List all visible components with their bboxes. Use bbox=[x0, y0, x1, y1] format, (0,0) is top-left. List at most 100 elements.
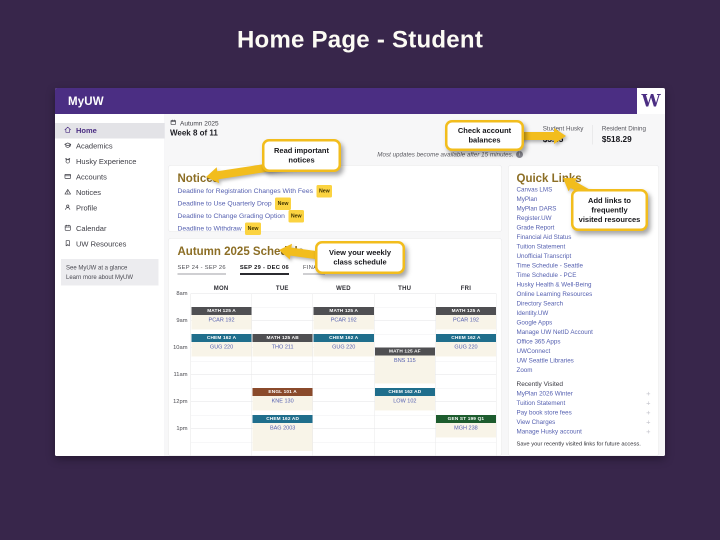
sidebar-item-profile[interactable]: Profile bbox=[55, 201, 165, 217]
notice-link[interactable]: Deadline to Withdraw bbox=[177, 224, 242, 233]
sidebar-item-calendar[interactable]: Calendar bbox=[55, 221, 165, 237]
schedule-event[interactable]: CHEM 162 AD LOW 102 bbox=[374, 388, 435, 411]
notice-link[interactable]: Deadline to Change Grading Option bbox=[177, 212, 285, 220]
event-room-link[interactable]: BNS 115 bbox=[394, 357, 416, 364]
quick-link[interactable]: Canvas LMS bbox=[516, 186, 553, 193]
sidebar-item-notices[interactable]: Notices bbox=[55, 185, 165, 201]
recently-visited-link[interactable]: MyPlan 2026 Winter bbox=[516, 390, 573, 397]
quick-link[interactable]: Identity.UW bbox=[516, 309, 549, 317]
account-balances[interactable]: Student Husky $3.45 Resident Dining $518… bbox=[534, 125, 655, 145]
sidebar-item-husky-experience[interactable]: Husky Experience bbox=[55, 154, 165, 170]
quick-link[interactable]: Zoom bbox=[516, 366, 533, 374]
notice-link[interactable]: Deadline for Registration Changes With F… bbox=[177, 187, 313, 195]
event-room-link[interactable]: GUG 220 bbox=[454, 344, 478, 350]
recently-visited-item: View Charges bbox=[517, 418, 651, 428]
sidebar-footer-link-learn[interactable]: Learn more about MyUW bbox=[66, 273, 134, 281]
event-room-link[interactable]: GUG 220 bbox=[332, 344, 356, 350]
tab-finals[interactable]: FINALS bbox=[303, 265, 325, 275]
sidebar-item-label: Calendar bbox=[76, 224, 107, 234]
schedule-event[interactable]: MATH 125 AB THO 211 bbox=[252, 334, 313, 357]
quick-link[interactable]: Tuition Statement bbox=[516, 243, 566, 250]
schedule-event[interactable]: GEN ST 199 Q1 MGH 238 bbox=[435, 415, 496, 438]
event-body: PCAR 192 bbox=[435, 315, 496, 330]
schedule-event[interactable]: MATH 125 A PCAR 192 bbox=[435, 307, 496, 330]
event-room-link[interactable]: LOW 102 bbox=[393, 398, 417, 404]
event-room-link[interactable]: BAG 2003 bbox=[269, 425, 296, 431]
sidebar-item-label: Accounts bbox=[76, 173, 107, 182]
quick-link[interactable]: Financial Aid Status bbox=[516, 233, 572, 241]
sidebar-footer-link-glance[interactable]: See MyUW at a glance bbox=[66, 264, 128, 271]
event-room-link[interactable]: PCAR 192 bbox=[208, 317, 235, 323]
calendar-icon bbox=[170, 119, 177, 127]
quick-link[interactable]: UWConnect bbox=[516, 347, 551, 355]
event-room-link[interactable]: THO 211 bbox=[271, 344, 294, 350]
schedule-event[interactable]: MATH 125 AF BNS 115 bbox=[374, 347, 435, 384]
sidebar-item-label: Husky Experience bbox=[76, 157, 137, 167]
sidebar-item-home[interactable]: Home bbox=[55, 123, 165, 139]
notice-link[interactable]: Deadline to Use Quarterly Drop bbox=[177, 199, 272, 208]
quick-link[interactable]: Online Learning Resources bbox=[516, 290, 593, 298]
quick-links-heading: Quick Links bbox=[516, 171, 582, 185]
schedule-event[interactable]: CHEM 162 A GUG 220 bbox=[435, 334, 496, 357]
recently-visited-item: Pay book store fees bbox=[517, 408, 651, 418]
recently-visited-list: MyPlan 2026 Winter Tuition Statement Pay… bbox=[517, 389, 651, 437]
schedule-event[interactable]: CHEM 162 A GUG 220 bbox=[313, 334, 374, 357]
schedule-event[interactable]: ENGL 101 A KNE 130 bbox=[252, 388, 313, 411]
recently-visited-link[interactable]: Pay book store fees bbox=[516, 409, 572, 416]
schedule-tabs: SEP 24 - SEP 26 SEP 29 - DEC 06 FINALS bbox=[177, 265, 325, 275]
add-link-icon[interactable] bbox=[646, 389, 650, 399]
notice-item: Deadline to Use Quarterly Drop New bbox=[177, 197, 493, 210]
event-body: BNS 115 bbox=[374, 355, 435, 384]
callout-add-links: Add links to frequently visited resource… bbox=[571, 189, 648, 231]
recently-visited-item: Tuition Statement bbox=[517, 399, 651, 409]
event-room-link[interactable]: PCAR 192 bbox=[452, 317, 479, 323]
recently-visited-link[interactable]: View Charges bbox=[516, 418, 556, 426]
quick-link[interactable]: UW Seattle Libraries bbox=[516, 357, 574, 364]
quick-link[interactable]: MyPlan DARS bbox=[516, 205, 557, 212]
quick-link[interactable]: Unofficial Transcript bbox=[516, 252, 572, 260]
add-link-icon[interactable] bbox=[646, 418, 650, 428]
sidebar-item-uw-resources[interactable]: UW Resources bbox=[55, 237, 165, 253]
quick-link[interactable]: Time Schedule - Seattle bbox=[516, 262, 583, 269]
quick-link[interactable]: Husky Health & Well-Being bbox=[516, 281, 592, 288]
husky-experience-icon bbox=[64, 157, 72, 167]
schedule-event[interactable]: CHEM 162 AD BAG 2003 bbox=[252, 415, 313, 451]
quick-link[interactable]: Office 365 Apps bbox=[516, 338, 561, 345]
sidebar: Home Academics Husky Experience Accounts… bbox=[55, 114, 165, 456]
event-room-link[interactable]: GUG 220 bbox=[209, 344, 234, 350]
sidebar-item-accounts[interactable]: Accounts bbox=[55, 170, 165, 186]
tab-week-range-1[interactable]: SEP 24 - SEP 26 bbox=[177, 265, 226, 275]
schedule-event[interactable]: MATH 125 A PCAR 192 bbox=[191, 307, 252, 330]
add-link-icon[interactable] bbox=[646, 427, 650, 437]
event-code: ENGL 101 A bbox=[252, 388, 313, 396]
quick-link[interactable]: Manage UW NetID Account bbox=[516, 328, 593, 336]
quick-links-list: Canvas LMS MyPlan MyPlan DARS Register.UW Gr… bbox=[517, 185, 651, 375]
quick-link[interactable]: Register.UW bbox=[516, 214, 552, 222]
time-label: 8am bbox=[176, 290, 188, 297]
recently-visited-link[interactable]: Tuition Statement bbox=[516, 399, 566, 407]
quick-link[interactable]: Grade Report bbox=[516, 224, 555, 231]
info-icon[interactable] bbox=[516, 151, 523, 158]
new-badge: New bbox=[316, 185, 333, 198]
add-link-icon[interactable] bbox=[646, 408, 650, 418]
app-brand[interactable]: MyUW bbox=[68, 94, 104, 108]
event-room-link[interactable]: MGH 238 bbox=[454, 425, 478, 431]
notice-item: Deadline to Withdraw New bbox=[177, 222, 493, 235]
quick-link[interactable]: Directory Search bbox=[516, 300, 564, 307]
grid-columns bbox=[191, 293, 497, 456]
quick-link[interactable]: Time Schedule - PCE bbox=[516, 271, 577, 279]
schedule-event[interactable]: CHEM 162 A GUG 220 bbox=[191, 334, 252, 357]
event-code: MATH 125 AB bbox=[252, 334, 313, 342]
sidebar-item-academics[interactable]: Academics bbox=[55, 139, 165, 155]
schedule-heading: Autumn 2025 Schedule bbox=[177, 244, 305, 258]
balance-resident-dining: Resident Dining $518.29 bbox=[592, 125, 655, 145]
calendar-icon bbox=[64, 224, 72, 234]
add-link-icon[interactable] bbox=[646, 399, 650, 409]
event-room-link[interactable]: PCAR 192 bbox=[330, 317, 357, 323]
schedule-event[interactable]: MATH 125 A PCAR 192 bbox=[313, 307, 374, 330]
quick-link[interactable]: Google Apps bbox=[516, 319, 553, 326]
recently-visited-link[interactable]: Manage Husky account bbox=[516, 428, 582, 435]
quick-link[interactable]: MyPlan bbox=[516, 195, 538, 203]
tab-week-range-2[interactable]: SEP 29 - DEC 06 bbox=[239, 265, 290, 275]
event-room-link[interactable]: KNE 130 bbox=[271, 398, 294, 404]
